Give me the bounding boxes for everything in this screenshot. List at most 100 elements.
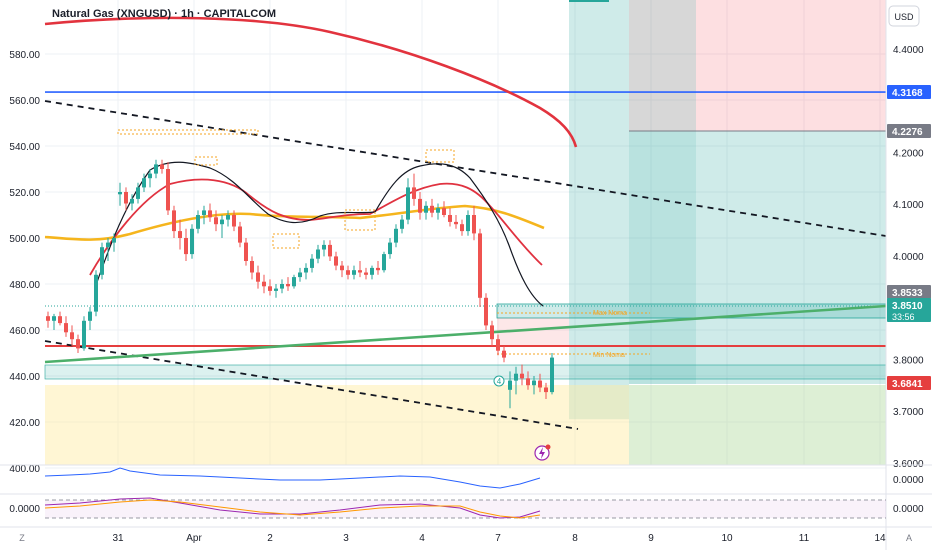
top-accent [569,0,609,2]
candle-body [76,339,80,349]
candle-body [394,228,398,243]
green-zone [629,385,886,465]
price-tag-sub-last-price: 33:56 [892,312,915,322]
candle-body [190,228,194,255]
max-label: Max Noma [593,310,627,317]
osc2-right-tick: 0.0000 [893,504,924,515]
left-tick-label: 440.00 [9,372,40,383]
gray-zone-top [629,0,696,131]
x-tick-label: 9 [648,533,654,544]
stop-zone [696,0,886,131]
osc2-band [45,500,886,518]
candle-body [268,286,272,291]
candle-body [316,249,320,259]
candle-body [286,284,290,287]
price-tag-blue-line [887,85,931,100]
candle-body [64,323,68,333]
price-tag-last-price [887,298,931,322]
candle-body [388,242,392,255]
right-axis-bg [886,0,932,465]
chart-title: Natural Gas (XNGUSD) · 1h · CAPITALCOM [52,8,276,20]
target-zone [696,131,886,384]
support-box [44,364,887,380]
consolidation-box [272,233,300,249]
candle-body [298,272,302,278]
candle-body [100,247,104,275]
left-tick-label: 560.00 [9,96,40,107]
left-tick-label: 580.00 [9,50,40,61]
zones [44,0,887,465]
candle-body [466,215,470,232]
candle-body [214,217,218,225]
candle-body [322,244,326,250]
wave-label: 4 [497,377,502,386]
osc1-tick: 0.0000 [893,475,924,486]
candle-body [442,208,446,215]
tp-zone-left [569,0,629,420]
right-tick-label: 3.6000 [893,459,924,470]
candle-body [340,265,344,271]
candle-body [436,208,440,213]
oscillator-pane-1: 0.0000 [0,464,932,489]
left-tick-label: 420.00 [9,418,40,429]
candle-body [202,210,206,215]
right-tick-label: 3.7000 [893,407,924,418]
auto-scale-icon: A [906,533,912,543]
left-tick-label: 540.00 [9,142,40,153]
candle-body [172,210,176,232]
left-tick-label: 400.00 [9,464,40,475]
right-tick-label: 3.8000 [893,355,924,366]
candle-body [154,164,158,174]
green-trendline [44,304,887,364]
candle-body [328,244,332,257]
candle-body [358,270,362,273]
candles [46,159,554,409]
currency-button [888,5,920,27]
candle-body [148,173,152,179]
price-tag-red-line [887,376,931,390]
candle-body [124,192,128,204]
price-tag-text-blue-line: 4.3168 [892,88,923,99]
candle-body [352,270,356,275]
x-tick-label: 14 [874,533,886,544]
right-tick-label: 4.0000 [893,252,924,263]
consolidation-box [194,156,218,166]
min-label: Min Noma [593,352,625,359]
osc-purple-line [44,497,541,519]
candle-body [238,226,242,243]
candle-body [526,378,530,386]
osc2-left-tick: 0.0000 [9,504,40,515]
candle-body [544,387,548,393]
candle-body [454,221,458,225]
price-tag-text-last-price: 3.8510 [892,301,923,312]
x-tick-label: 31 [112,533,124,544]
flash-icon-dot [545,444,551,450]
x-tick-label: 10 [721,533,733,544]
x-tick-label: 3 [343,533,349,544]
candle-body [406,187,410,220]
candle-body [448,215,452,222]
x-tick-label: 8 [572,533,578,544]
candle-body [334,256,338,266]
candle-body [508,380,512,390]
candle-body [106,242,110,248]
candle-body [346,270,350,275]
right-axis: USD 4.4000 4.2000 4.1000 4.0000 3.8000 3.7000 3… [885,0,932,550]
candle-body [250,261,254,273]
right-tick-label: 4.2000 [893,148,924,159]
left-tick-label: 480.00 [9,280,40,291]
wave-label-circle [493,375,505,387]
candle-body [412,187,416,199]
right-tick-label: 4.4000 [893,45,924,56]
candle-body [520,373,524,379]
candle-body [430,205,434,213]
candle-body [82,320,86,349]
slow-ma-curve [44,204,545,241]
candle-body [178,231,182,238]
dashed-trend-upper [44,100,887,237]
candle-body [142,178,146,188]
price-tag-box-top [887,285,931,299]
candle-body [232,215,236,227]
